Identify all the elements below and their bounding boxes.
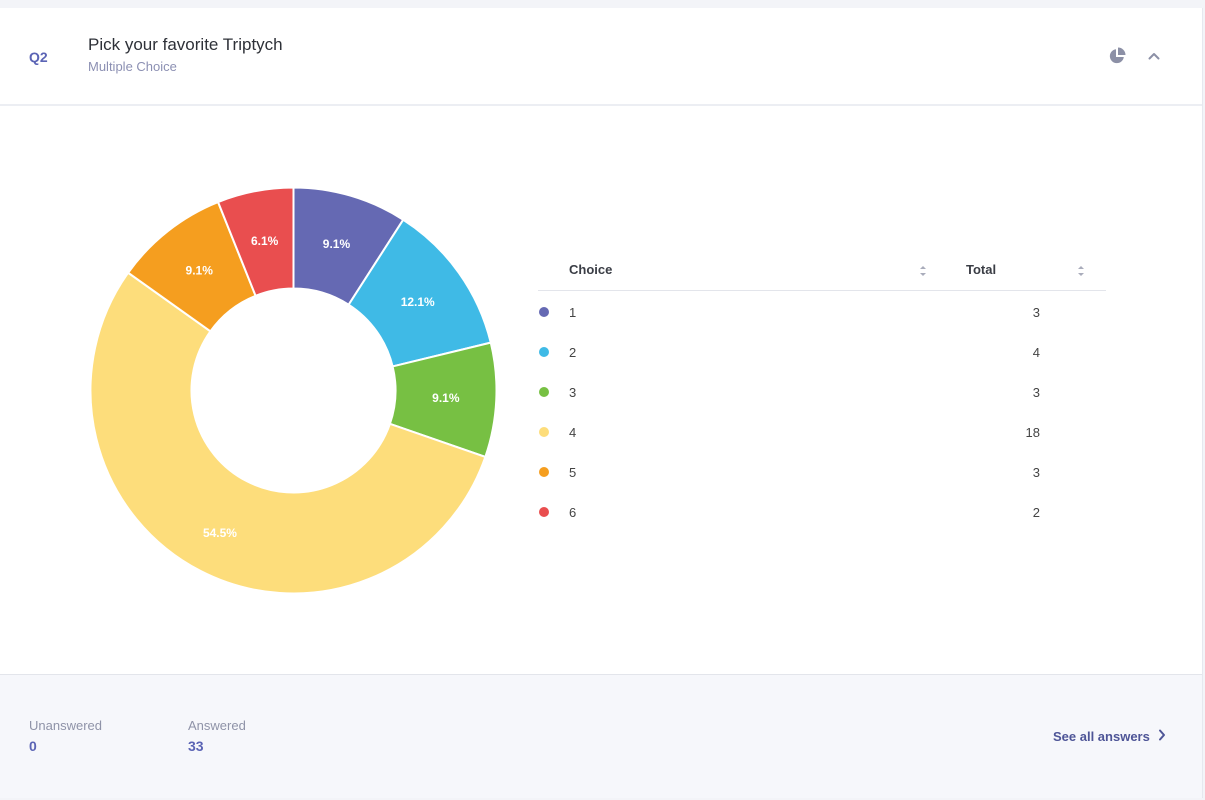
donut-chart: 9.1% 12.1% 9.1% 54.5% 9.1% 6.1%	[89, 186, 498, 595]
choice-cell: 6	[569, 505, 577, 520]
slice-label-4: 54.5%	[203, 526, 237, 540]
slice-label-3: 9.1%	[432, 391, 460, 405]
sort-icon[interactable]	[919, 264, 927, 278]
choice-column-header[interactable]: Choice	[569, 262, 613, 277]
question-header: Q2 Pick your favorite Triptych Multiple …	[0, 8, 1202, 106]
answered-count: 33	[188, 738, 204, 754]
see-all-answers-link[interactable]: See all answers	[1053, 729, 1166, 744]
legend-dot	[539, 507, 549, 517]
sort-icon[interactable]	[1077, 264, 1085, 278]
question-title: Pick your favorite Triptych	[88, 35, 283, 54]
total-cell: 3	[1032, 305, 1040, 320]
total-cell: 2	[1032, 505, 1040, 520]
see-all-answers-label: See all answers	[1053, 729, 1150, 744]
choice-cell: 3	[569, 385, 577, 400]
question-number: Q2	[29, 49, 48, 65]
legend-dot	[539, 347, 549, 357]
choice-cell: 2	[569, 345, 577, 360]
legend-dot	[539, 427, 549, 437]
slice-label-1: 9.1%	[323, 237, 351, 251]
pie-chart-icon[interactable]	[1107, 46, 1127, 66]
choice-cell: 5	[569, 465, 577, 480]
total-cell: 3	[1032, 385, 1040, 400]
chart-area: 9.1% 12.1% 9.1% 54.5% 9.1% 6.1% Choice Total	[0, 108, 1202, 673]
choice-cell: 4	[569, 425, 577, 440]
results-table: Choice Total 1 3 2 4 3 3 4 18 5 3 6 2	[538, 255, 1106, 531]
unanswered-label: Unanswered	[29, 718, 102, 733]
legend-dot	[539, 467, 549, 477]
question-footer: Unanswered 0 Answered 33 See all answers	[0, 674, 1202, 798]
total-cell: 18	[1025, 425, 1040, 440]
answered-label: Answered	[188, 718, 246, 733]
slice-label-6: 6.1%	[251, 234, 279, 248]
choice-cell: 1	[569, 305, 577, 320]
unanswered-count: 0	[29, 738, 37, 754]
slice-label-2: 12.1%	[401, 295, 435, 309]
legend-dot	[539, 387, 549, 397]
legend-dot	[539, 307, 549, 317]
table-header: Choice Total	[538, 255, 1106, 291]
question-card: Q2 Pick your favorite Triptych Multiple …	[0, 8, 1203, 798]
question-type: Multiple Choice	[88, 59, 177, 74]
total-column-header[interactable]: Total	[966, 262, 997, 277]
chevron-up-icon[interactable]	[1144, 46, 1164, 66]
chevron-right-icon	[1158, 729, 1166, 744]
total-cell: 3	[1032, 465, 1040, 480]
slice-label-5: 9.1%	[186, 264, 214, 278]
donut-slice-4[interactable]	[89, 271, 487, 595]
total-cell: 4	[1032, 345, 1040, 360]
table-row: 4 18	[538, 411, 1106, 451]
donut-slice-6[interactable]	[216, 186, 295, 298]
table-body: 1 3 2 4 3 3 4 18 5 3 6 2	[538, 291, 1106, 531]
